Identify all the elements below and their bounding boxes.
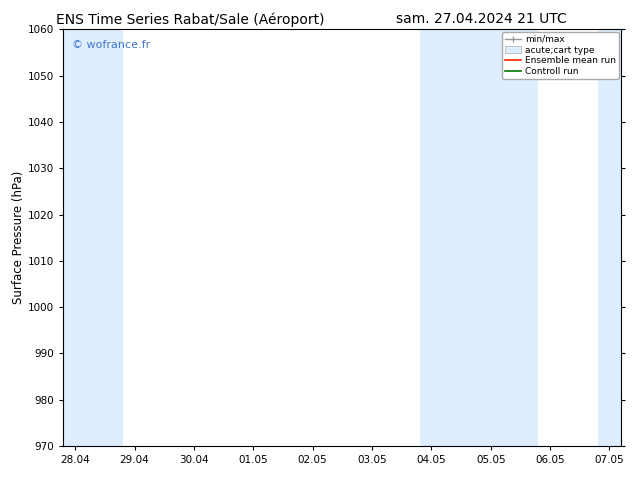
Text: © wofrance.fr: © wofrance.fr xyxy=(72,40,150,50)
Bar xyxy=(63,29,123,446)
Bar xyxy=(420,29,538,446)
Legend: min/max, acute;cart type, Ensemble mean run, Controll run: min/max, acute;cart type, Ensemble mean … xyxy=(502,32,619,79)
Text: sam. 27.04.2024 21 UTC: sam. 27.04.2024 21 UTC xyxy=(396,12,567,26)
Bar xyxy=(598,29,634,446)
Y-axis label: Surface Pressure (hPa): Surface Pressure (hPa) xyxy=(12,171,25,304)
Text: ENS Time Series Rabat/Sale (Aéroport): ENS Time Series Rabat/Sale (Aéroport) xyxy=(56,12,325,27)
